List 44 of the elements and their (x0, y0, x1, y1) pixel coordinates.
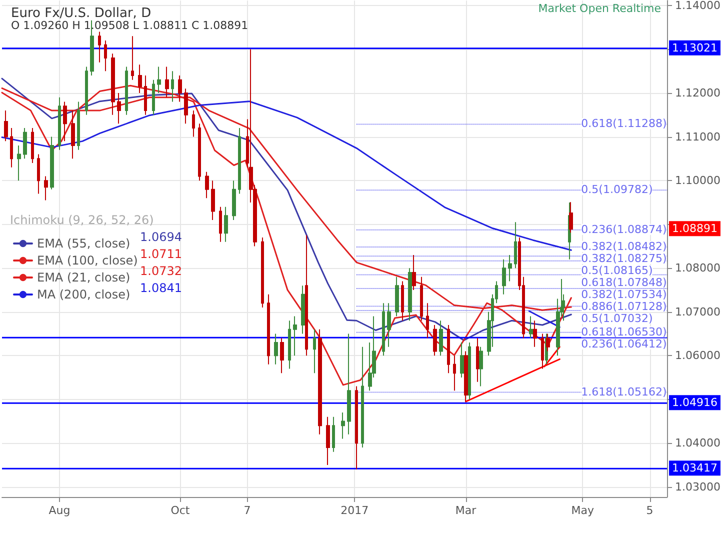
ref-line-label: 0.5(1.07032) (581, 312, 653, 326)
ref-line-label: 0.886(1.07128) (581, 300, 667, 314)
y-tick-label: 1.06000 (675, 349, 720, 362)
ref-line-label: 1.03417 (672, 462, 718, 475)
y-tick-label: 1.04000 (675, 436, 720, 450)
ref-line-label: 1.04916 (672, 396, 718, 410)
y-tick-label: 1.07000 (675, 305, 720, 318)
ref-line-label: 1.618(1.05162) (581, 385, 667, 398)
x-tick-label: 5 (646, 504, 654, 517)
annotation: Market Open Realtime (538, 2, 662, 15)
legend-label: EMA (55, close) (37, 236, 130, 250)
ref-line-label: 0.382(1.07534) (581, 288, 667, 302)
ref-line-label: 0.618(1.06530) (581, 325, 667, 338)
chart-title: Euro Fx/U.S. Dollar, D (11, 6, 152, 21)
ref-line-label: 0.618(1.07848) (581, 276, 667, 290)
y-tick-label: 1.14000 (675, 0, 720, 12)
ref-line-label: 0.5(1.09782) (581, 183, 653, 196)
legend-label: EMA (21, close) (37, 270, 130, 284)
annotation: 1.0732 (140, 264, 182, 278)
y-tick-label: 1.11000 (675, 130, 720, 144)
ref-line-label: 0.5(1.08165) (581, 264, 653, 278)
ref-line-label: 0.382(1.08275) (581, 252, 667, 266)
annotation: Ichimoku (9, 26, 52, 26) (10, 213, 154, 227)
x-tick-label: May (571, 504, 595, 517)
ref-line-label: 1.13021 (672, 41, 718, 54)
ref-line-label: 0.236(1.08874) (581, 222, 667, 236)
x-tick-label: Mar (455, 504, 477, 517)
x-tick-label: Aug (48, 504, 70, 517)
y-tick-label: 1.03000 (675, 480, 720, 494)
ref-line-label: 0.382(1.08482) (581, 240, 667, 254)
text: 1.08891 (672, 222, 718, 236)
x-tick-label: 7 (244, 504, 251, 517)
legend-label: MA (200, close) (37, 288, 130, 302)
y-tick-label: 1.08000 (675, 262, 720, 275)
ref-line-label: 0.236(1.06412) (581, 337, 667, 350)
annotation: 1.0841 (140, 281, 182, 295)
y-tick-label: 1.12000 (675, 86, 720, 100)
annotation: 1.0711 (140, 247, 182, 261)
y-tick-label: 1.10000 (675, 174, 720, 188)
annotation: 1.0694 (140, 230, 182, 244)
x-tick-label: Oct (170, 504, 190, 517)
ref-line-label: 0.618(1.11288) (581, 117, 667, 130)
x-tick-label: 2017 (340, 504, 369, 517)
legend-label: EMA (100, close) (37, 254, 138, 268)
